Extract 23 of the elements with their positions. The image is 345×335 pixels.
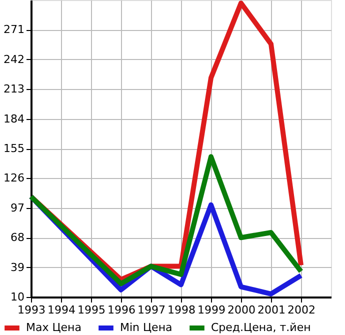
x-tick-label: 1994: [48, 304, 76, 316]
y-tick-label: 242: [4, 52, 24, 66]
x-tick-label: 1998: [168, 304, 196, 316]
y-tick-label: 184: [4, 112, 24, 126]
legend-label: Max Цена: [26, 321, 82, 334]
x-tick-label: 1997: [138, 304, 166, 316]
x-tick-label: 1996: [108, 304, 136, 316]
x-tick-label: 1999: [198, 304, 226, 316]
x-tick-label: 1993: [18, 304, 46, 316]
x-tick-label: 2000: [228, 304, 256, 316]
y-tick-label: 155: [4, 142, 24, 155]
legend-label: Сред.Цена, т.йен: [211, 321, 311, 334]
x-tick-label: 1995: [78, 304, 106, 316]
x-tick-label: 2001: [258, 304, 286, 316]
y-tick-label: 10: [10, 290, 24, 304]
y-tick-label: 213: [4, 82, 24, 96]
y-tick-label: 39: [10, 260, 24, 274]
y-tick-label: 97: [10, 201, 24, 214]
y-tick-label: 271: [4, 23, 24, 36]
x-tick-label: 2002: [288, 304, 316, 316]
y-tick-label: 68: [10, 231, 24, 244]
y-tick-label: 126: [4, 172, 24, 185]
legend-label: Min Цена: [120, 321, 172, 334]
